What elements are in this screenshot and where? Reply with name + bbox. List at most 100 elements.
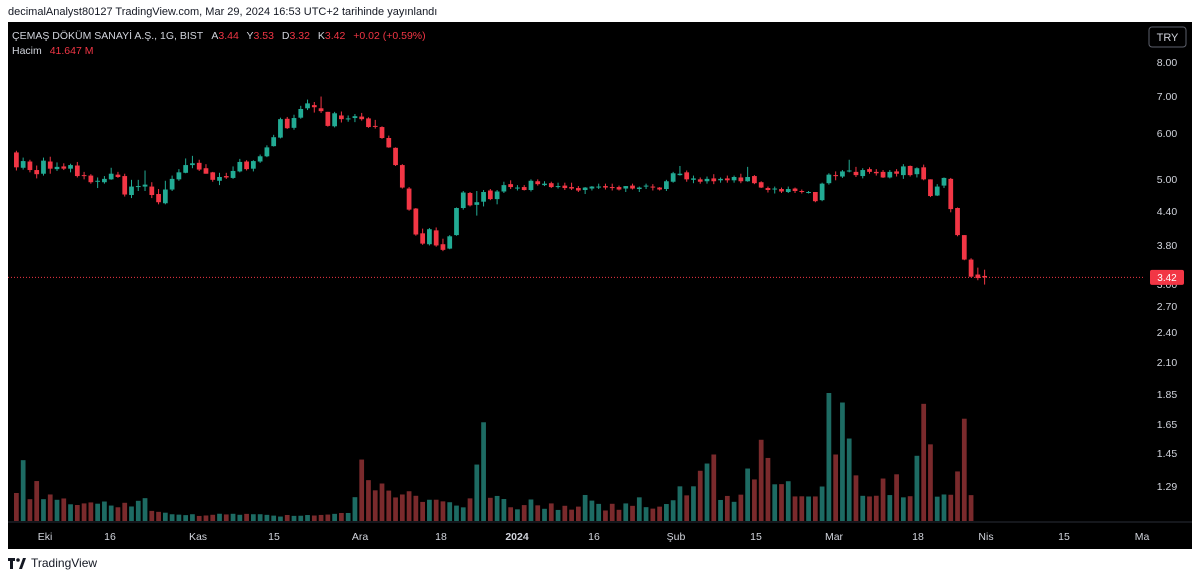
candle-body	[494, 191, 500, 200]
candle	[332, 111, 337, 128]
candle-body	[521, 187, 527, 191]
volume-bar	[129, 506, 134, 521]
candle	[603, 183, 608, 190]
candle	[176, 169, 182, 181]
volume-bar	[643, 507, 649, 521]
candle	[975, 267, 981, 281]
candle	[569, 182, 574, 191]
candle-body	[129, 186, 134, 196]
volume-bar	[318, 514, 324, 521]
candle-body	[427, 229, 432, 245]
candle	[372, 119, 378, 129]
volume-bar	[135, 500, 141, 521]
volume-bar	[420, 501, 426, 521]
candle	[27, 159, 33, 173]
candle-body	[623, 186, 629, 189]
candle	[393, 147, 398, 166]
candle	[501, 181, 507, 194]
candle-body	[555, 186, 561, 188]
candle	[684, 170, 690, 182]
time-tick-label: Ara	[352, 531, 369, 543]
candle	[399, 164, 405, 189]
publish-header: decimalAnalyst80127 TradingView.com, Mar…	[8, 6, 438, 18]
price-tick-label: 2.40	[1157, 327, 1178, 339]
candle-body	[515, 187, 520, 189]
time-axis[interactable]: Eki 16 Kas 15 Ara 18 2024 16 Şub 15 Mar 18 Nis 15 Ma	[38, 531, 1150, 543]
volume-bar	[284, 514, 290, 521]
candle-body	[508, 184, 514, 188]
volume-bar	[542, 508, 547, 521]
chart-frame[interactable]: 8.00 7.00 6.00 5.00 4.40 3.80 3.00 2.70 2.40 2.10…	[8, 22, 1192, 549]
currency-button[interactable]: TRY	[1148, 26, 1187, 48]
candle	[955, 207, 960, 237]
volume-bar	[332, 513, 337, 521]
volume-bar	[61, 498, 67, 521]
candle	[311, 101, 317, 113]
candle-body	[169, 178, 175, 190]
symbol-legend[interactable]: ÇEMAŞ DÖKÜM SANAYİ A.Ş., 1G, BIST A3.44 …	[12, 29, 426, 42]
candle-body	[603, 186, 608, 188]
volume-bar	[867, 496, 872, 521]
volume-bar	[386, 490, 392, 521]
volume-bar	[603, 510, 608, 521]
candle-body	[562, 185, 568, 189]
price-axis[interactable]: 8.007.006.005.004.403.803.002.702.402.10…	[1157, 57, 1178, 493]
volume-bar	[704, 463, 710, 521]
volume-bar	[894, 474, 899, 521]
candle	[61, 163, 67, 171]
candle-body	[433, 230, 439, 246]
volume-bar	[684, 495, 690, 521]
candle	[210, 171, 216, 182]
chart-canvas[interactable]: 8.007.006.005.004.403.803.002.702.402.10…	[8, 22, 1192, 549]
price-tick-label: 7.00	[1157, 91, 1178, 103]
volume-bar	[914, 455, 920, 521]
candle	[237, 158, 243, 173]
volume-bar	[948, 494, 954, 521]
volume-legend[interactable]: Hacim 41.647 M	[12, 45, 93, 57]
candle-body	[569, 187, 574, 189]
volume-bar	[853, 475, 859, 521]
candle	[88, 174, 94, 184]
svg-text:3.42: 3.42	[1157, 273, 1177, 284]
candle	[589, 186, 595, 191]
candle	[657, 187, 662, 191]
candle-body	[928, 179, 933, 197]
candle-body	[616, 187, 622, 190]
candle	[738, 173, 744, 184]
candle	[115, 171, 121, 178]
candle	[779, 187, 784, 194]
volume-bar	[630, 505, 635, 521]
candle-body	[467, 193, 473, 206]
candle	[609, 183, 615, 191]
volume-bar	[806, 496, 811, 521]
volume-bar	[582, 494, 588, 521]
candle	[440, 238, 446, 252]
candle-body	[420, 233, 426, 244]
candle-body	[372, 125, 378, 127]
candle	[413, 208, 419, 236]
candle	[894, 169, 899, 177]
candle-body	[68, 165, 73, 169]
candle	[867, 167, 872, 174]
candle	[447, 235, 453, 250]
candle	[630, 183, 635, 190]
candle-body	[74, 165, 80, 177]
candle-body	[61, 166, 67, 169]
svg-text:TRY: TRY	[1157, 32, 1179, 44]
candle-body	[779, 189, 784, 192]
candle-body	[975, 274, 981, 279]
candle-body	[250, 161, 256, 169]
candle	[731, 175, 737, 183]
volume-bar	[81, 503, 87, 521]
candle	[406, 187, 412, 211]
candle	[785, 186, 791, 194]
volume-bar	[487, 497, 493, 521]
candle	[887, 170, 893, 179]
candle	[427, 228, 432, 246]
candle-body	[961, 235, 967, 260]
candle	[494, 190, 500, 205]
price-series	[14, 96, 987, 285]
candle	[217, 172, 222, 186]
price-tick-label: 3.80	[1157, 240, 1178, 252]
candle	[555, 182, 561, 189]
